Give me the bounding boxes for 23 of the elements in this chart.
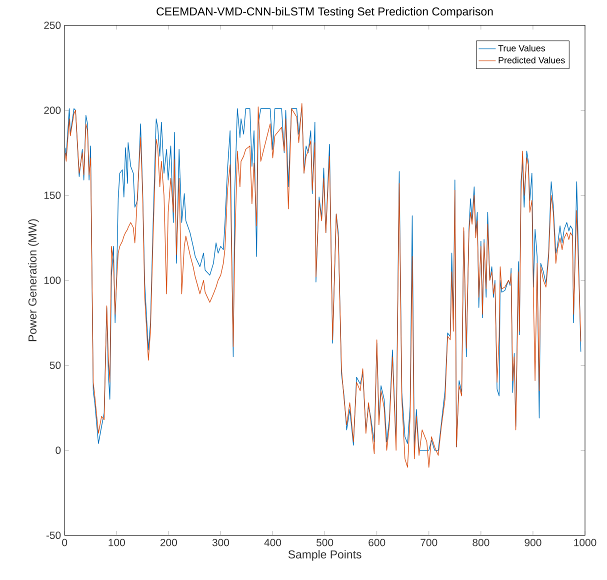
x-tick-label: 100 — [108, 538, 125, 546]
x-tick-label: 300 — [212, 538, 230, 546]
x-tick-label: 400 — [264, 538, 282, 546]
legend-label: True Values — [498, 44, 546, 52]
x-tick-label: 900 — [524, 538, 542, 546]
x-tick-label: 200 — [160, 538, 177, 546]
y-tick-label: 0 — [56, 446, 61, 454]
x-tick-label: 1000 — [574, 538, 596, 546]
x-tick-label: 500 — [316, 538, 334, 546]
x-tick-label: 800 — [472, 538, 490, 546]
x-tick-label: 0 — [62, 538, 68, 546]
y-tick-label: -50 — [46, 532, 61, 540]
x-tick-label: 700 — [420, 538, 438, 546]
y-tick-label: 200 — [44, 106, 61, 114]
x-tick-label: 600 — [368, 538, 386, 546]
y-tick-label: 50 — [50, 362, 61, 370]
y-axis-title: Power Generation (MW) — [28, 219, 39, 342]
y-tick-label: 150 — [44, 192, 61, 200]
chart-title: CEEMDAN-VMD-CNN-biLSTM Testing Set Prediction Comparison — [156, 7, 493, 18]
y-tick-label: 100 — [44, 276, 61, 284]
y-tick-label: 250 — [44, 22, 61, 30]
x-axis-title: Sample Points — [288, 550, 362, 561]
legend-label: Predicted Values — [498, 56, 565, 64]
